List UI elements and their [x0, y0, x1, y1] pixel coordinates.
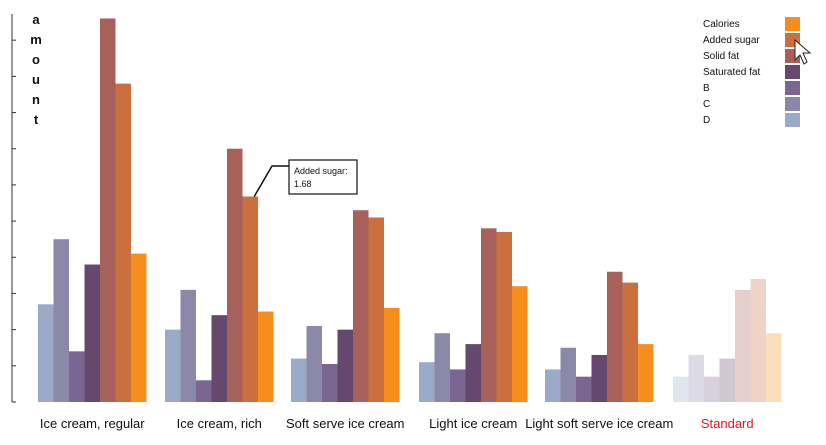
- bar-added-sugar[interactable]: [242, 196, 259, 402]
- bar-calories[interactable]: [766, 333, 782, 402]
- category-label[interactable]: Light ice cream: [429, 416, 517, 431]
- bar-added-sugar[interactable]: [622, 282, 639, 402]
- bar-b[interactable]: [576, 376, 592, 402]
- bar-d[interactable]: [165, 329, 181, 402]
- y-axis-label-letter: t: [34, 112, 39, 127]
- legend-swatch[interactable]: [785, 113, 800, 127]
- bar-calories[interactable]: [638, 344, 654, 402]
- bar-solid-fat[interactable]: [607, 271, 623, 402]
- bar-d[interactable]: [673, 376, 689, 402]
- bar-d[interactable]: [419, 362, 435, 402]
- y-axis-label-letter: n: [32, 92, 40, 107]
- legend-swatch[interactable]: [785, 65, 800, 79]
- legend-label[interactable]: Calories: [703, 19, 740, 30]
- bar-saturated-fat[interactable]: [84, 264, 101, 402]
- y-axis-label-letter: o: [32, 52, 40, 67]
- bar-saturated-fat[interactable]: [591, 354, 608, 402]
- bar-c[interactable]: [53, 239, 70, 402]
- bar-c[interactable]: [434, 333, 451, 402]
- bar-solid-fat[interactable]: [100, 18, 116, 403]
- bar-added-sugar[interactable]: [750, 278, 767, 402]
- bar-b[interactable]: [69, 351, 85, 402]
- bar-solid-fat[interactable]: [353, 210, 369, 402]
- bar-c[interactable]: [688, 354, 705, 402]
- bar-solid-fat[interactable]: [735, 289, 751, 402]
- tooltip: Added sugar: 1.68: [253, 159, 358, 197]
- legend-label[interactable]: B: [703, 83, 710, 94]
- legend-swatch[interactable]: [785, 81, 800, 95]
- category-label[interactable]: Ice cream, rich: [177, 416, 262, 431]
- y-axis-label-letter: a: [32, 12, 40, 27]
- legend-label[interactable]: Solid fat: [703, 51, 739, 62]
- bar-b[interactable]: [196, 380, 212, 402]
- tooltip-pointer: [253, 165, 289, 197]
- mouse-cursor-icon: [794, 38, 812, 65]
- category-labels: Ice cream, regular Ice cream, rich Soft se…: [40, 416, 754, 431]
- bar-calories[interactable]: [258, 311, 274, 402]
- tooltip-value: 1.68: [294, 179, 312, 189]
- bar-calories[interactable]: [384, 307, 400, 402]
- bar-d[interactable]: [545, 369, 561, 402]
- legend-swatch[interactable]: [785, 17, 800, 31]
- category-label[interactable]: Standard: [701, 416, 754, 431]
- y-axis-label-letter: u: [32, 72, 40, 87]
- tooltip-label: Added sugar:: [294, 166, 348, 176]
- legend-label[interactable]: C: [703, 99, 710, 110]
- bar-b[interactable]: [450, 369, 466, 402]
- category-label[interactable]: Ice cream, regular: [40, 416, 145, 431]
- legend-label[interactable]: Saturated fat: [703, 67, 760, 78]
- bar-saturated-fat[interactable]: [211, 315, 228, 402]
- tooltip-box: [288, 159, 358, 195]
- bars: [38, 18, 782, 403]
- bar-solid-fat[interactable]: [481, 228, 497, 402]
- bar-c[interactable]: [180, 289, 197, 402]
- bar-c[interactable]: [560, 347, 577, 402]
- legend[interactable]: Calories Added sugar Solid fat Saturated fa…: [703, 17, 800, 127]
- bar-calories[interactable]: [512, 286, 528, 402]
- category-label[interactable]: Light soft serve ice cream: [525, 416, 673, 431]
- cursor-arrow-shape: [794, 38, 812, 65]
- bar-b[interactable]: [704, 376, 720, 402]
- bar-saturated-fat[interactable]: [465, 344, 482, 402]
- legend-label[interactable]: Added sugar: [703, 35, 760, 46]
- y-axis-label-letter: m: [30, 32, 42, 47]
- legend-swatch[interactable]: [785, 97, 800, 111]
- bar-saturated-fat[interactable]: [337, 329, 354, 402]
- category-label[interactable]: Soft serve ice cream: [286, 416, 405, 431]
- bar-d[interactable]: [38, 304, 54, 402]
- bar-added-sugar[interactable]: [368, 217, 385, 402]
- legend-label[interactable]: D: [703, 115, 710, 126]
- bar-solid-fat[interactable]: [227, 148, 243, 402]
- bar-calories[interactable]: [131, 253, 147, 402]
- bar-saturated-fat[interactable]: [719, 358, 736, 402]
- bar-c[interactable]: [306, 326, 323, 402]
- bar-added-sugar[interactable]: [496, 231, 513, 402]
- bar-d[interactable]: [291, 358, 307, 402]
- bar-added-sugar[interactable]: [115, 83, 132, 402]
- bar-b[interactable]: [322, 364, 338, 402]
